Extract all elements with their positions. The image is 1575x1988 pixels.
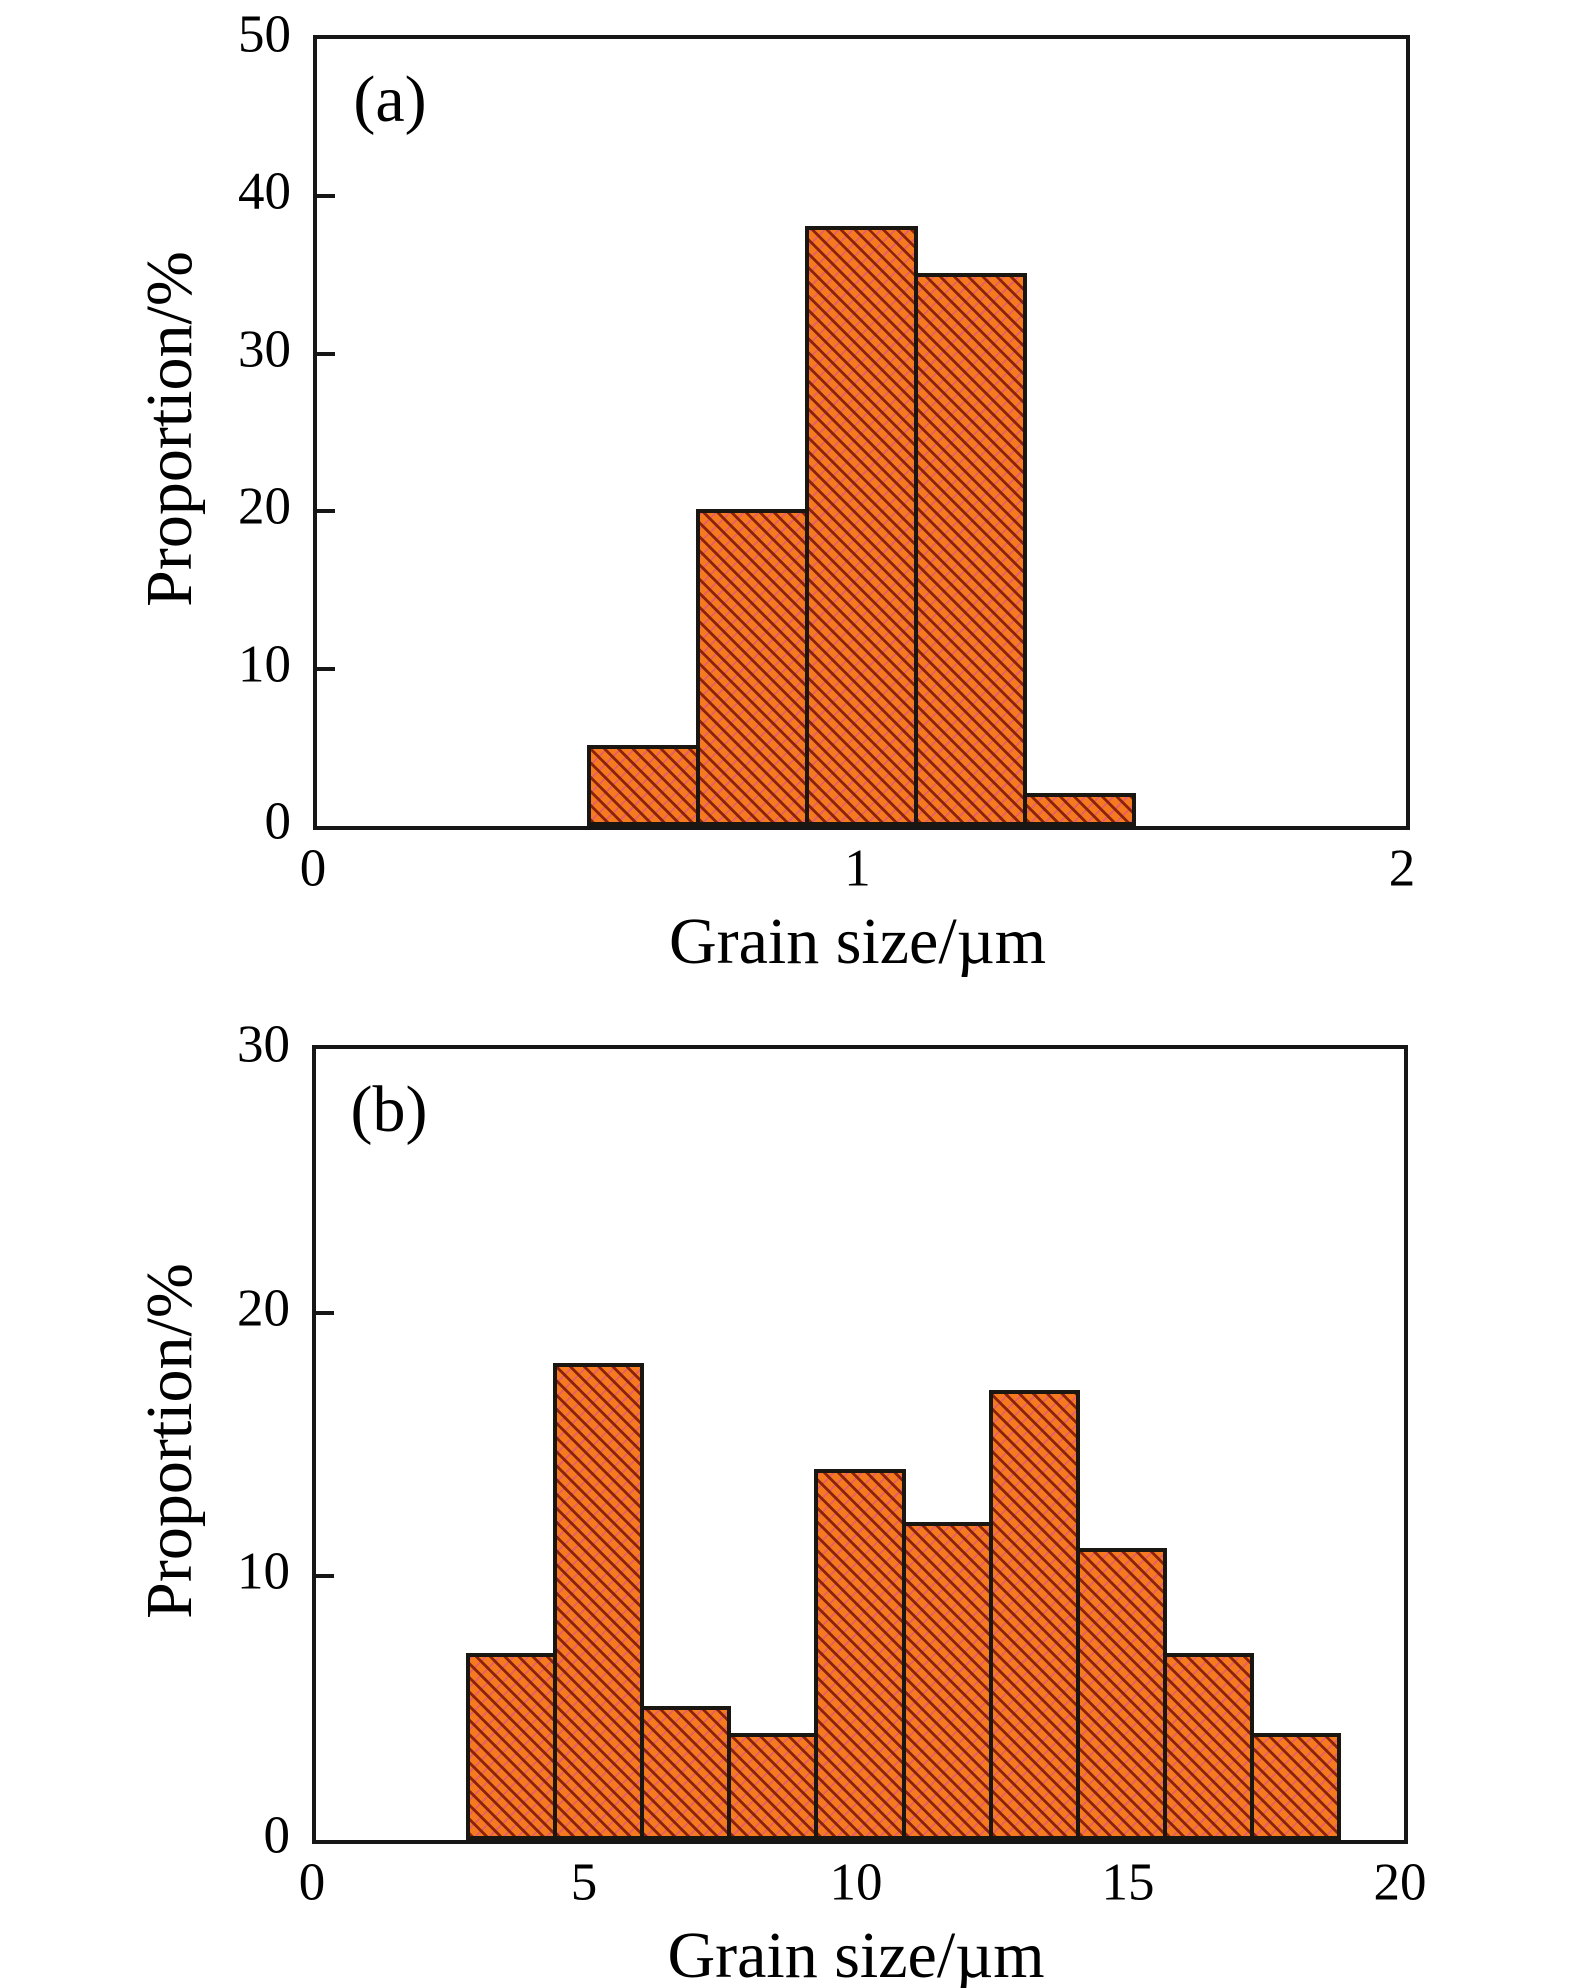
y-tick-mark-a xyxy=(317,509,335,514)
y-tick-label-a: 40 xyxy=(238,162,291,221)
histogram-bar-a-0 xyxy=(587,745,701,826)
histogram-bar-a-2 xyxy=(805,225,918,826)
x-tick-label-b: 15 xyxy=(1101,1853,1155,1912)
x-tick-label-a: 1 xyxy=(844,839,871,898)
x-tick-label-b: 5 xyxy=(570,1853,598,1912)
x-tick-label-b: 0 xyxy=(298,1853,326,1912)
y-tick-label-a: 10 xyxy=(238,635,291,694)
histogram-bar-b-9 xyxy=(1249,1732,1341,1840)
histogram-bar-b-1 xyxy=(553,1363,645,1840)
histogram-bar-a-1 xyxy=(696,509,810,826)
y-tick-label-a: 50 xyxy=(238,5,291,64)
y-tick-label-a: 30 xyxy=(238,320,291,379)
histogram-bar-b-7 xyxy=(1075,1547,1167,1840)
histogram-bar-b-0 xyxy=(466,1653,558,1840)
histogram-bar-b-4 xyxy=(814,1468,906,1840)
x-tick-label-a: 2 xyxy=(1388,839,1416,898)
y-tick-label-b: 10 xyxy=(237,1542,290,1601)
plot-area-a xyxy=(313,35,1410,830)
histogram-bar-a-3 xyxy=(913,273,1027,826)
histogram-bar-a-4 xyxy=(1022,792,1136,826)
x-tick-label-b: 20 xyxy=(1373,1853,1427,1912)
y-tick-label-b: 20 xyxy=(237,1279,290,1338)
y-tick-mark-b xyxy=(316,1310,334,1315)
histogram-bar-b-5 xyxy=(901,1521,993,1840)
y-tick-mark-a xyxy=(317,351,335,356)
x-axis-title-a: Grain size/µm xyxy=(668,905,1047,978)
histogram-bar-b-6 xyxy=(988,1389,1080,1840)
histogram-bar-b-2 xyxy=(640,1706,732,1840)
y-tick-mark-a xyxy=(317,666,335,671)
x-axis-title-b: Grain size/µm xyxy=(667,1919,1045,1988)
y-tick-label-b: 0 xyxy=(263,1806,291,1865)
histogram-bar-b-8 xyxy=(1162,1653,1254,1840)
y-tick-label-b: 30 xyxy=(237,1015,290,1074)
y-axis-title-b: Proportion/% xyxy=(133,1262,206,1619)
y-tick-label-a: 20 xyxy=(238,477,291,536)
y-tick-label-a: 0 xyxy=(264,792,292,851)
panel-label-b: (b) xyxy=(350,1073,428,1146)
y-tick-mark-b xyxy=(316,1574,334,1579)
y-tick-mark-a xyxy=(317,194,335,199)
histogram-bar-b-3 xyxy=(727,1732,819,1840)
x-tick-label-b: 10 xyxy=(829,1853,883,1912)
panel-label-a: (a) xyxy=(353,63,427,136)
x-tick-label-a: 0 xyxy=(299,839,327,898)
plot-area-b xyxy=(312,1045,1408,1844)
